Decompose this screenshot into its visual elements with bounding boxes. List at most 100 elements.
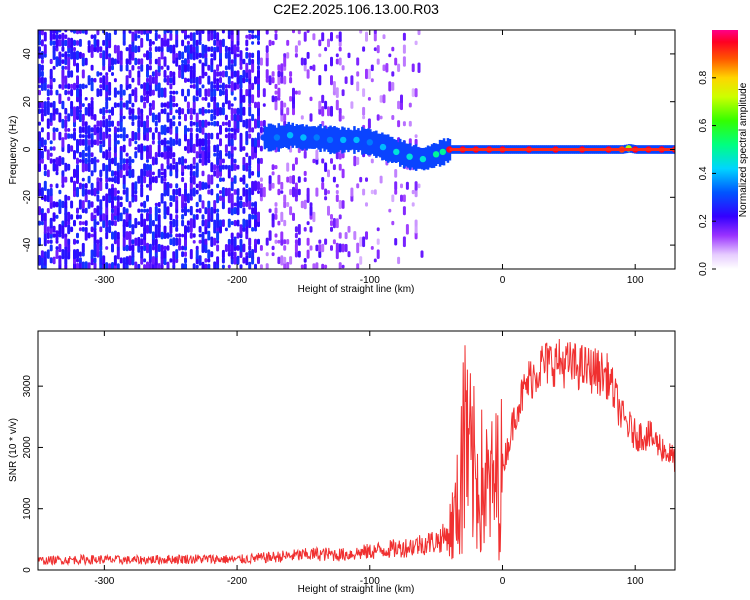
noise-cell	[172, 188, 176, 196]
noise-cell	[286, 239, 290, 245]
noise-cell	[108, 151, 112, 159]
noise-cell	[254, 76, 257, 85]
noise-cell	[338, 31, 342, 42]
ridge-halo	[365, 129, 368, 155]
noise-cell	[131, 168, 135, 178]
noise-cell	[283, 200, 287, 209]
noise-cell	[245, 162, 249, 172]
noise-cell	[201, 170, 205, 177]
noise-cell	[414, 181, 418, 191]
noise-cell	[137, 119, 141, 128]
noise-cell	[169, 94, 173, 104]
noise-cell	[201, 119, 205, 128]
noise-cell	[175, 214, 179, 220]
noise-cell	[221, 164, 225, 170]
noise-cell	[365, 231, 368, 240]
noise-cell	[131, 255, 135, 266]
noise-cell	[111, 200, 114, 209]
noise-cell	[146, 149, 149, 160]
noise-cell	[111, 186, 114, 198]
noise-cell	[414, 88, 418, 98]
noise-cell	[128, 168, 132, 179]
noise-cell	[73, 82, 76, 91]
noise-cell	[198, 194, 202, 203]
noise-cell	[154, 205, 158, 216]
noise-cell	[236, 46, 240, 53]
noise-cell	[146, 159, 149, 163]
noise-cell	[175, 199, 179, 210]
noise-cell	[163, 69, 167, 78]
noise-cell	[248, 155, 252, 167]
noise-cell	[38, 76, 41, 84]
noise-cell	[140, 238, 144, 246]
noise-cell	[204, 207, 208, 215]
noise-cell	[67, 133, 71, 139]
noise-cell	[350, 194, 354, 202]
noise-cell	[192, 46, 196, 53]
noise-cell	[242, 201, 246, 208]
noise-cell	[93, 243, 97, 253]
noise-cell	[242, 226, 246, 232]
noise-cell	[122, 219, 126, 228]
noise-cell	[178, 50, 182, 60]
noise-cell	[90, 201, 94, 208]
noise-cell	[324, 100, 328, 110]
noise-cell	[46, 188, 50, 196]
noise-cell	[122, 174, 126, 185]
noise-cell	[52, 212, 56, 222]
noise-cell	[122, 189, 126, 195]
noise-cell	[160, 193, 164, 204]
noise-cell	[131, 77, 135, 83]
noise-cell	[248, 165, 252, 170]
noise-cell	[52, 50, 56, 60]
noise-cell	[259, 264, 263, 269]
noise-cell	[178, 69, 182, 79]
ridge-halo	[401, 142, 404, 165]
noise-cell	[148, 58, 152, 65]
noise-cell	[67, 221, 71, 226]
noise-cell	[184, 30, 187, 36]
noise-cell	[131, 130, 135, 142]
noise-cell	[175, 161, 179, 173]
noise-cell	[90, 188, 94, 196]
noise-cell	[154, 157, 158, 165]
ridge-halo	[305, 124, 308, 151]
noise-cell	[344, 243, 348, 252]
noise-cell	[175, 233, 179, 238]
noise-cell	[67, 195, 71, 201]
noise-cell	[169, 163, 173, 172]
noise-cell	[55, 46, 59, 52]
noise-cell	[216, 208, 220, 213]
noise-cell	[242, 207, 246, 214]
noise-cell	[292, 30, 295, 34]
noise-cell	[105, 168, 109, 179]
noise-cell	[55, 246, 59, 250]
noise-cell	[294, 226, 298, 233]
noise-cell	[148, 218, 152, 229]
noise-cell	[90, 133, 94, 140]
noise-cell	[49, 112, 53, 123]
noise-cell	[96, 30, 100, 36]
ridge-halo	[321, 128, 324, 149]
noise-cell	[359, 256, 363, 265]
noise-cell	[251, 171, 255, 176]
noise-cell	[201, 261, 205, 269]
noise-cell	[169, 30, 173, 34]
noise-cell	[402, 56, 406, 67]
noise-cell	[70, 214, 74, 220]
noise-cell	[76, 258, 79, 263]
noise-cell	[163, 87, 167, 98]
noise-cell	[414, 225, 418, 234]
noise-cell	[163, 56, 167, 67]
noise-cell	[257, 157, 260, 165]
noise-cell	[254, 238, 257, 245]
noise-cell	[134, 146, 138, 151]
noise-cell	[105, 193, 109, 203]
noise-cell	[93, 139, 97, 146]
noise-cell	[84, 152, 88, 157]
noise-cell	[332, 218, 336, 229]
noise-cell	[111, 208, 114, 214]
noise-cell	[102, 131, 106, 141]
noise-cell	[376, 114, 380, 121]
